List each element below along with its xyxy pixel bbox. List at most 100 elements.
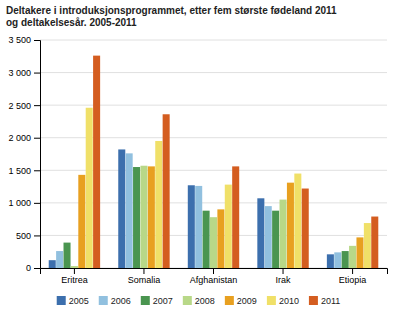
bar [349, 246, 356, 268]
y-tick: 3 000 [8, 68, 40, 78]
legend-item: 2010 [267, 296, 299, 306]
bar-series [93, 56, 378, 268]
y-tick: 2 000 [8, 133, 40, 143]
bar [93, 56, 100, 268]
bar [203, 211, 210, 268]
bar-series [64, 167, 349, 268]
x-tick-label: Eritrea [61, 275, 88, 285]
bar [86, 108, 93, 268]
bar [302, 189, 309, 268]
bar [225, 185, 232, 268]
x-tick: Etiopia [339, 268, 367, 285]
legend-swatch [309, 296, 318, 305]
bar [71, 266, 78, 268]
y-tick: 3 500 [8, 35, 40, 45]
bar [294, 174, 301, 268]
y-tick-mark [34, 105, 40, 106]
legend-swatch [183, 296, 192, 305]
bar [232, 166, 239, 268]
legend-label: 2008 [195, 296, 215, 306]
legend-swatch [225, 296, 234, 305]
x-tick-mark [74, 268, 75, 274]
x-tick-label: Etiopia [339, 275, 367, 285]
grid-line [40, 72, 387, 73]
y-tick: 500 [16, 231, 40, 241]
x-tick-label: Somalia [128, 275, 161, 285]
y-tick: 1 500 [8, 166, 40, 176]
y-tick-mark [34, 73, 40, 74]
legend-label: 2011 [321, 296, 340, 306]
bars [49, 56, 379, 268]
legend-label: 2009 [237, 296, 257, 306]
bar [287, 183, 294, 268]
legend-label: 2006 [111, 296, 131, 306]
y-tick-mark [34, 268, 40, 269]
bar [195, 186, 202, 268]
y-tick-label: 3 500 [8, 35, 31, 45]
legend-swatch [99, 296, 108, 305]
x-axis-line [41, 269, 388, 275]
y-tick: 1 000 [8, 198, 40, 208]
x-tick: Irak [276, 268, 292, 285]
y-tick-mark [34, 138, 40, 139]
y-tick-label: 1 000 [8, 198, 31, 208]
y-tick-mark [34, 203, 40, 204]
y-axis-line [34, 41, 41, 269]
bar [371, 217, 378, 268]
legend-item: 2005 [57, 296, 89, 306]
legend-item: 2009 [225, 296, 257, 306]
bar [140, 166, 147, 268]
x-tick-mark [352, 268, 353, 274]
x-tick-label: Afghanistan [190, 275, 238, 285]
x-tick: Eritrea [61, 268, 88, 285]
x-tick-mark [143, 268, 144, 274]
bar [133, 167, 140, 268]
bar [210, 217, 217, 268]
bar [64, 243, 71, 268]
bar-series [71, 166, 356, 268]
y-tick-mark [34, 170, 40, 171]
bar [342, 251, 349, 268]
x-tick-mark [283, 268, 284, 274]
x-tick: Afghanistan [190, 268, 238, 285]
bar [188, 185, 195, 268]
bar [327, 254, 334, 268]
chart: Deltakere i introduksjonsprogrammet, ett… [0, 0, 397, 316]
legend-label: 2005 [69, 296, 89, 306]
bar [364, 223, 371, 268]
bar-series [86, 108, 371, 268]
bar [78, 175, 85, 268]
legend: 2005 2006 2007 2008 2009 2010 2011 [57, 296, 341, 306]
bar [163, 114, 170, 268]
y-tick-mark [34, 235, 40, 236]
bar [280, 200, 287, 268]
legend-item: 2008 [183, 296, 215, 306]
grid [40, 40, 387, 268]
y-tick-label: 3 000 [8, 68, 31, 78]
y-tick-mark [34, 40, 40, 41]
bar [118, 149, 125, 268]
legend-swatch [267, 296, 276, 305]
y-tick-label: 1 500 [8, 166, 31, 176]
x-axis: Eritrea Somalia Afghanistan Irak Etiopia [41, 268, 388, 285]
legend-item: 2006 [99, 296, 131, 306]
x-tick: Somalia [128, 268, 161, 285]
y-tick-label: 0 [26, 263, 31, 273]
legend-label: 2010 [279, 296, 299, 306]
bar [148, 166, 155, 268]
bar [49, 260, 56, 268]
bar [56, 251, 63, 268]
bar [217, 209, 224, 268]
y-axis: 05001 0001 5002 0002 5003 0003 500 [8, 35, 40, 273]
bar [265, 206, 272, 268]
legend-item: 2007 [141, 296, 173, 306]
bar [356, 237, 363, 268]
bar [334, 252, 341, 268]
legend-label: 2007 [153, 296, 173, 306]
legend-item: 2011 [309, 296, 340, 306]
y-tick-label: 500 [16, 231, 31, 241]
legend-swatch [57, 296, 66, 305]
bar [272, 211, 279, 268]
title: Deltakere i introduksjonsprogrammet, ett… [6, 5, 337, 28]
x-tick-label: Irak [276, 275, 292, 285]
